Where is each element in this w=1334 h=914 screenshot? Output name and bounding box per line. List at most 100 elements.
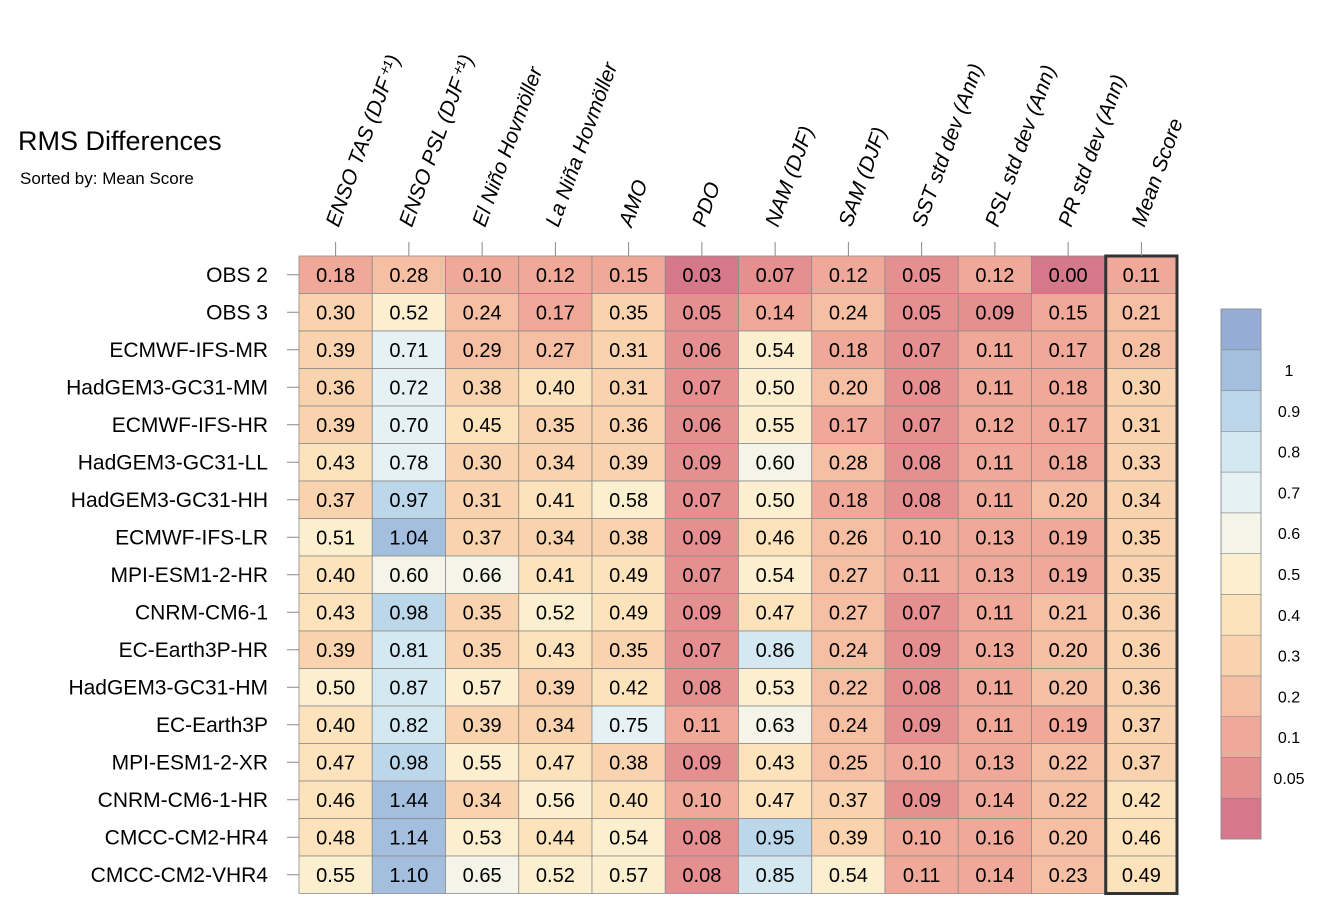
cell-value: 0.42 bbox=[609, 677, 648, 699]
column-labels: ENSO TAS (DJF⁺¹)ENSO PSL (DJF⁺¹)El Niño … bbox=[322, 52, 1188, 256]
heatmap-cell bbox=[957, 705, 1032, 744]
heatmap-cell bbox=[371, 780, 446, 819]
heatmap-cell bbox=[1031, 780, 1106, 819]
heatmap-cell bbox=[738, 293, 813, 332]
cell-value: 0.07 bbox=[902, 602, 941, 624]
cell-value: 0.15 bbox=[609, 265, 648, 287]
heatmap-cell bbox=[811, 405, 886, 444]
heatmap-cell bbox=[1031, 855, 1106, 894]
row-label: OBS 2 bbox=[206, 264, 268, 287]
cell-value: 0.20 bbox=[1049, 640, 1088, 662]
cell-value: 0.53 bbox=[463, 827, 502, 849]
cell-value: 0.13 bbox=[975, 565, 1014, 587]
cell-value: 0.07 bbox=[682, 640, 721, 662]
heatmap-cell bbox=[518, 668, 593, 707]
cell-value: 0.18 bbox=[1049, 377, 1088, 399]
cell-value: 0.09 bbox=[682, 602, 721, 624]
cell-value: 0.09 bbox=[682, 527, 721, 549]
heatmap-cell bbox=[811, 593, 886, 632]
heatmap-cell bbox=[811, 855, 886, 894]
cell-value: 0.07 bbox=[682, 565, 721, 587]
heatmap-cell bbox=[591, 593, 666, 632]
row-labels: OBS 2 OBS 3 ECMWF-IFS-MR HadGEM3-GC31-MM ECM… bbox=[66, 264, 299, 887]
heatmap-cell bbox=[518, 780, 593, 819]
cell-value: 0.63 bbox=[756, 715, 795, 737]
cell-value: 0.05 bbox=[682, 302, 721, 324]
heatmap-cell bbox=[957, 555, 1032, 594]
heatmap-cell bbox=[1104, 593, 1179, 632]
colorbar-tick-label: 0.4 bbox=[1278, 608, 1300, 625]
column-label: Mean Score bbox=[1127, 115, 1187, 229]
column-label: El Niño Hovmöller bbox=[468, 63, 547, 230]
cell-value: 0.35 bbox=[536, 415, 575, 437]
heatmap-cell bbox=[884, 780, 959, 819]
cell-value: 0.11 bbox=[976, 490, 1013, 512]
heatmap-cell bbox=[371, 480, 446, 519]
row-label: CMCC-CM2-HR4 bbox=[105, 826, 269, 849]
cell-value: 0.50 bbox=[756, 490, 795, 512]
heatmap-cell bbox=[445, 368, 520, 407]
cell-value: 0.11 bbox=[903, 565, 940, 587]
colorbar-frame bbox=[1220, 308, 1262, 840]
cell-value: 0.55 bbox=[756, 415, 795, 437]
row-label: ECMWF-IFS-MR bbox=[109, 339, 268, 362]
cell-value: 0.45 bbox=[463, 415, 502, 437]
cell-value: 0.56 bbox=[536, 790, 575, 812]
heatmap-cell bbox=[591, 668, 666, 707]
heatmap-cell bbox=[1104, 855, 1179, 894]
cell-value: 0.47 bbox=[756, 602, 795, 624]
heatmap-cell bbox=[738, 443, 813, 482]
heatmap-cell bbox=[371, 330, 446, 369]
cell-value: 0.65 bbox=[463, 865, 502, 887]
heatmap-cell bbox=[1031, 368, 1106, 407]
heatmap-cell bbox=[298, 443, 373, 482]
cell-value: 0.24 bbox=[829, 715, 868, 737]
cell-value: 0.40 bbox=[536, 377, 575, 399]
cell-value: 0.17 bbox=[1049, 340, 1088, 362]
heatmap-cell bbox=[298, 705, 373, 744]
row-label: EC-Earth3P bbox=[156, 714, 268, 737]
heatmap-cell bbox=[884, 405, 959, 444]
heatmap-cell bbox=[298, 255, 373, 294]
cell-value: 0.21 bbox=[1049, 602, 1088, 624]
cell-value: 0.07 bbox=[902, 340, 941, 362]
cell-value: 0.23 bbox=[1049, 865, 1088, 887]
cell-value: 0.26 bbox=[829, 527, 868, 549]
colorbar-bin bbox=[1220, 512, 1262, 554]
heatmap-cell bbox=[1031, 405, 1106, 444]
heatmap-cell bbox=[445, 518, 520, 557]
heatmap-cell bbox=[1104, 668, 1179, 707]
heatmap-cell bbox=[371, 593, 446, 632]
colorbar-bin bbox=[1220, 308, 1262, 351]
cell-value: 0.47 bbox=[316, 752, 355, 774]
chart-subtitle: Sorted by: Mean Score bbox=[20, 169, 194, 188]
colorbar-bin bbox=[1220, 716, 1262, 758]
cell-value: 0.38 bbox=[609, 752, 648, 774]
cell-value: 0.40 bbox=[609, 790, 648, 812]
cell-value: 0.03 bbox=[682, 265, 721, 287]
heatmap-cell bbox=[811, 330, 886, 369]
row-label: CMCC-CM2-VHR4 bbox=[91, 864, 269, 887]
cell-value: 0.58 bbox=[609, 490, 648, 512]
cell-value: 0.13 bbox=[975, 640, 1014, 662]
cell-value: 0.19 bbox=[1049, 527, 1088, 549]
heatmap-cell bbox=[1104, 705, 1179, 744]
cell-value: 1.10 bbox=[389, 865, 428, 887]
cell-value: 0.36 bbox=[1122, 602, 1161, 624]
heatmap-cell bbox=[1104, 818, 1179, 857]
row-label: MPI-ESM1-2-HR bbox=[110, 564, 268, 587]
heatmap-cell bbox=[518, 518, 593, 557]
heatmap-cell bbox=[957, 668, 1032, 707]
cell-value: 0.52 bbox=[389, 302, 428, 324]
colorbar-bin bbox=[1220, 431, 1262, 473]
cell-value: 0.19 bbox=[1049, 565, 1088, 587]
cell-value: 0.06 bbox=[682, 340, 721, 362]
cell-value: 0.44 bbox=[536, 827, 575, 849]
cell-value: 0.36 bbox=[316, 377, 355, 399]
heatmap-cell bbox=[1031, 293, 1106, 332]
row-label: HadGEM3-GC31-MM bbox=[66, 376, 268, 399]
heatmap-cell bbox=[445, 705, 520, 744]
heatmap-cell bbox=[445, 630, 520, 669]
cell-value: 0.09 bbox=[682, 752, 721, 774]
